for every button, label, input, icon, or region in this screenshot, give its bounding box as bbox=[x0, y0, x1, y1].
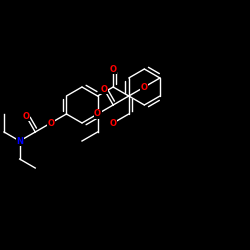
Text: O: O bbox=[23, 112, 30, 121]
Text: O: O bbox=[110, 64, 117, 74]
Text: O: O bbox=[141, 82, 148, 92]
Text: O: O bbox=[101, 85, 108, 94]
Text: O: O bbox=[110, 118, 117, 128]
Text: O: O bbox=[94, 110, 101, 118]
Text: O: O bbox=[47, 118, 54, 128]
Text: N: N bbox=[16, 136, 23, 145]
